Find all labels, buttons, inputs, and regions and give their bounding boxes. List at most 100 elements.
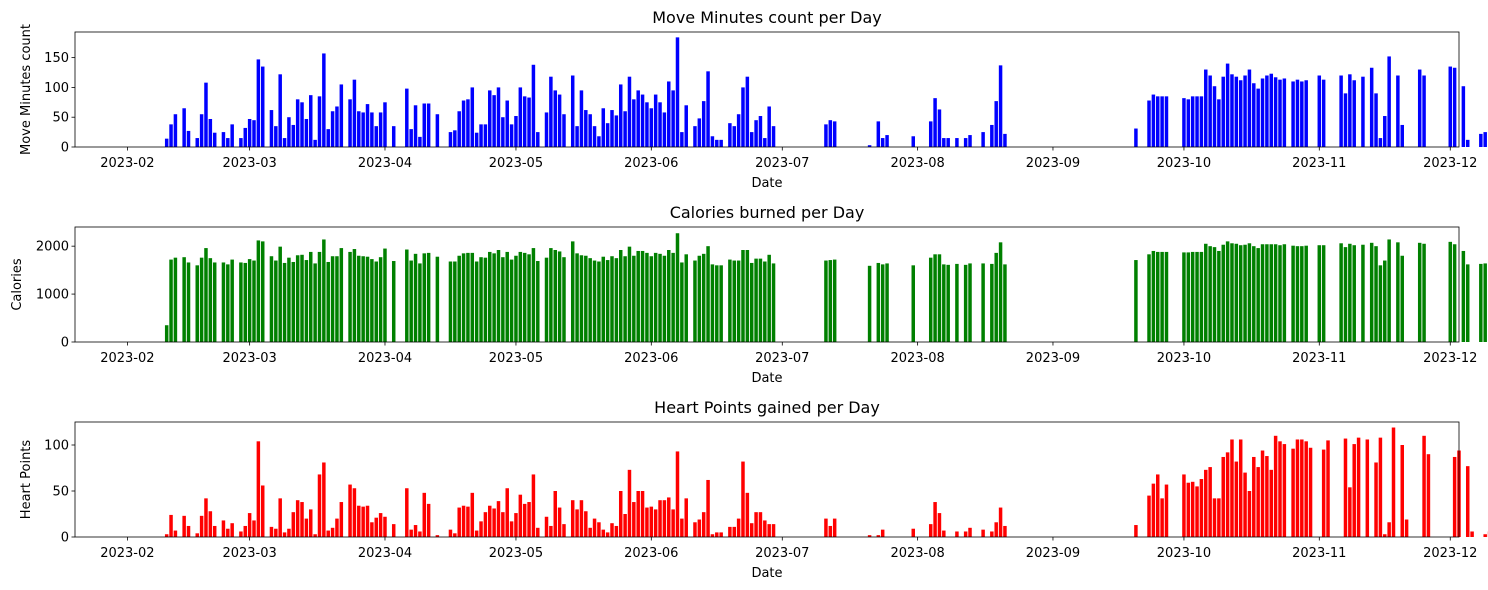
- bar: [610, 110, 614, 147]
- bar: [697, 519, 702, 537]
- bar: [256, 441, 261, 537]
- x-tick-label: 2023-06: [624, 351, 678, 366]
- bar: [365, 104, 370, 147]
- bar: [706, 479, 710, 537]
- bar: [361, 256, 365, 342]
- bar: [824, 124, 828, 147]
- bar: [531, 64, 536, 147]
- bar: [295, 99, 300, 147]
- bar: [736, 260, 741, 342]
- bar: [701, 101, 706, 147]
- bar: [1238, 245, 1243, 342]
- bar: [570, 241, 575, 343]
- bar: [981, 529, 985, 537]
- bar: [832, 518, 837, 537]
- bar: [981, 132, 985, 147]
- bar: [536, 132, 540, 147]
- bar: [549, 76, 553, 147]
- bar: [636, 491, 640, 537]
- bar: [1186, 252, 1191, 342]
- bar: [1374, 93, 1378, 147]
- bar: [1260, 450, 1265, 537]
- bar: [1256, 467, 1260, 537]
- bar: [361, 112, 365, 147]
- bar: [942, 138, 946, 147]
- bar: [173, 257, 178, 342]
- bar: [518, 251, 523, 342]
- bar: [1190, 251, 1195, 342]
- bar: [226, 528, 230, 537]
- bar: [544, 516, 549, 537]
- bar: [928, 524, 933, 537]
- bar: [728, 259, 732, 342]
- bar: [186, 262, 191, 342]
- bar: [1147, 254, 1151, 342]
- bar: [1396, 242, 1400, 342]
- x-tick-label: 2023-05: [489, 351, 543, 366]
- bar: [645, 507, 649, 537]
- bar: [1221, 244, 1225, 342]
- bar: [269, 256, 274, 342]
- bars: [164, 427, 1488, 537]
- bar: [928, 121, 933, 147]
- x-tick-label: 2023-11: [1292, 156, 1346, 171]
- bar: [553, 90, 557, 147]
- bar: [199, 114, 204, 147]
- bar: [212, 525, 217, 537]
- bar: [618, 250, 623, 342]
- bar: [322, 239, 326, 342]
- bar: [880, 529, 885, 537]
- bar: [374, 517, 378, 537]
- bar: [627, 469, 632, 537]
- y-tick-label: 50: [52, 485, 69, 500]
- bar: [370, 522, 374, 537]
- x-tick-label: 2023-11: [1292, 351, 1346, 366]
- y-tick-label: 100: [44, 81, 69, 96]
- bar: [623, 111, 627, 147]
- bar: [955, 531, 959, 537]
- bar: [557, 94, 562, 147]
- bar: [1317, 245, 1322, 342]
- bar: [614, 525, 619, 537]
- bar: [701, 512, 706, 537]
- bar: [662, 255, 667, 342]
- bar: [479, 257, 483, 342]
- bar: [1208, 246, 1212, 342]
- bar: [1365, 439, 1370, 537]
- bar: [474, 261, 479, 342]
- bar: [1465, 264, 1470, 343]
- bar: [182, 257, 186, 342]
- bar: [204, 248, 208, 342]
- subplot-2: 0 1000 2000 2023-02 2023-03 2023-04 2023-05 202…: [10, 203, 1487, 386]
- bar: [990, 124, 994, 147]
- bar: [675, 37, 680, 147]
- bar: [352, 249, 357, 342]
- bar: [243, 127, 248, 147]
- bar: [1343, 438, 1348, 537]
- bar: [247, 118, 252, 147]
- bar: [1282, 444, 1287, 537]
- bar: [544, 112, 549, 147]
- bar: [588, 258, 592, 342]
- bar: [522, 96, 527, 147]
- bar: [492, 95, 496, 147]
- bar: [715, 532, 719, 537]
- bar: [352, 79, 357, 147]
- axes-frame: [74, 31, 1460, 148]
- bar: [483, 512, 488, 537]
- bar: [282, 262, 287, 342]
- bar: [1304, 245, 1308, 342]
- bar: [182, 515, 186, 537]
- bar: [1134, 525, 1138, 537]
- bar: [304, 518, 309, 537]
- bar: [741, 87, 745, 147]
- bar: [1343, 247, 1348, 343]
- bar: [754, 120, 758, 147]
- bar: [710, 136, 715, 147]
- y-tick-label: 100: [44, 439, 69, 454]
- bar: [955, 138, 959, 147]
- bar: [1452, 244, 1457, 342]
- bar: [435, 535, 440, 537]
- y-tick-label: 50: [52, 111, 69, 126]
- x-tick-label: 2023-06: [624, 156, 678, 171]
